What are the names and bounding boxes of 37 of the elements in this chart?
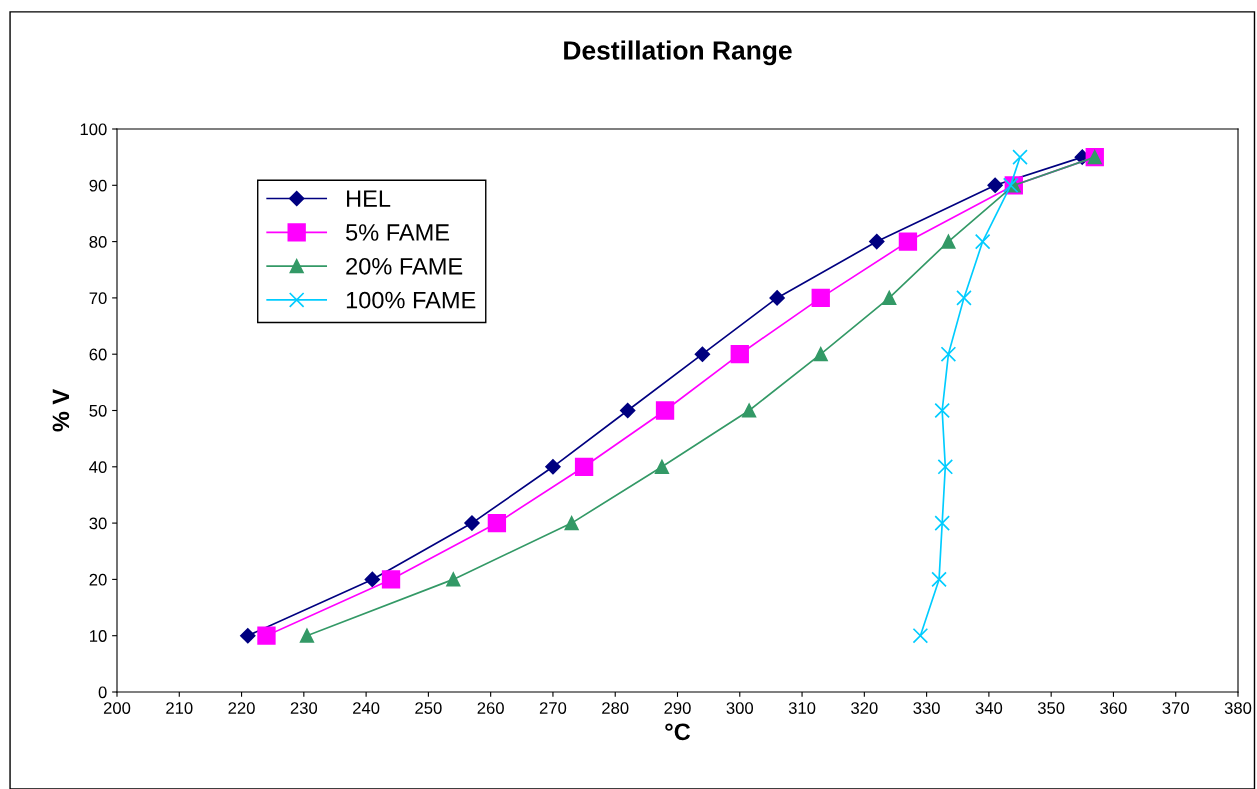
y-tick-label: 60 [89, 348, 107, 361]
y-tick-label: 30 [89, 517, 107, 530]
x-tick-label: 250 [415, 702, 442, 714]
legend-label: HEL [347, 190, 391, 207]
y-tick-label: 70 [89, 292, 107, 305]
x-tick-label: 200 [103, 702, 131, 714]
x-tick-label: 310 [788, 702, 816, 714]
x-tick-label: 210 [166, 702, 193, 714]
y-tick-label: 50 [89, 404, 107, 417]
x-tick-label: 350 [1037, 702, 1065, 714]
x-tick-label: 220 [228, 702, 255, 714]
y-tick-label: 80 [89, 236, 107, 248]
x-tick-label: 240 [353, 702, 380, 714]
y-tick-label: 10 [90, 630, 107, 642]
x-tick-label: 300 [726, 702, 754, 714]
x-tick-label: 270 [539, 702, 567, 714]
legend-label: 5% FAME [346, 224, 450, 241]
legend-label: 100% FAME [346, 291, 476, 309]
x-tick-label: 320 [851, 702, 878, 714]
x-tick-label: 340 [975, 702, 1003, 714]
y-tick-label: 20 [89, 573, 107, 586]
x-tick-label: 260 [477, 702, 504, 714]
legend-label: 20% FAME [346, 257, 463, 275]
x-tick-label: 330 [913, 702, 940, 714]
y-tick-label: 40 [89, 461, 107, 473]
x-tick-label: 290 [664, 702, 691, 714]
x-tick-label: 380 [1224, 702, 1252, 714]
x-axis-title: °C [665, 723, 691, 741]
x-tick-label: 280 [602, 702, 629, 714]
y-axis-title: % V [52, 389, 70, 432]
x-tick-label: 370 [1162, 702, 1189, 714]
y-tick-label: 100 [80, 123, 107, 136]
y-tick-label: 90 [89, 179, 107, 192]
x-tick-label: 230 [290, 702, 318, 714]
y-tick-label: 0 [98, 686, 107, 699]
chart-title: Destillation Range [564, 40, 792, 66]
x-tick-label: 360 [1100, 702, 1127, 714]
